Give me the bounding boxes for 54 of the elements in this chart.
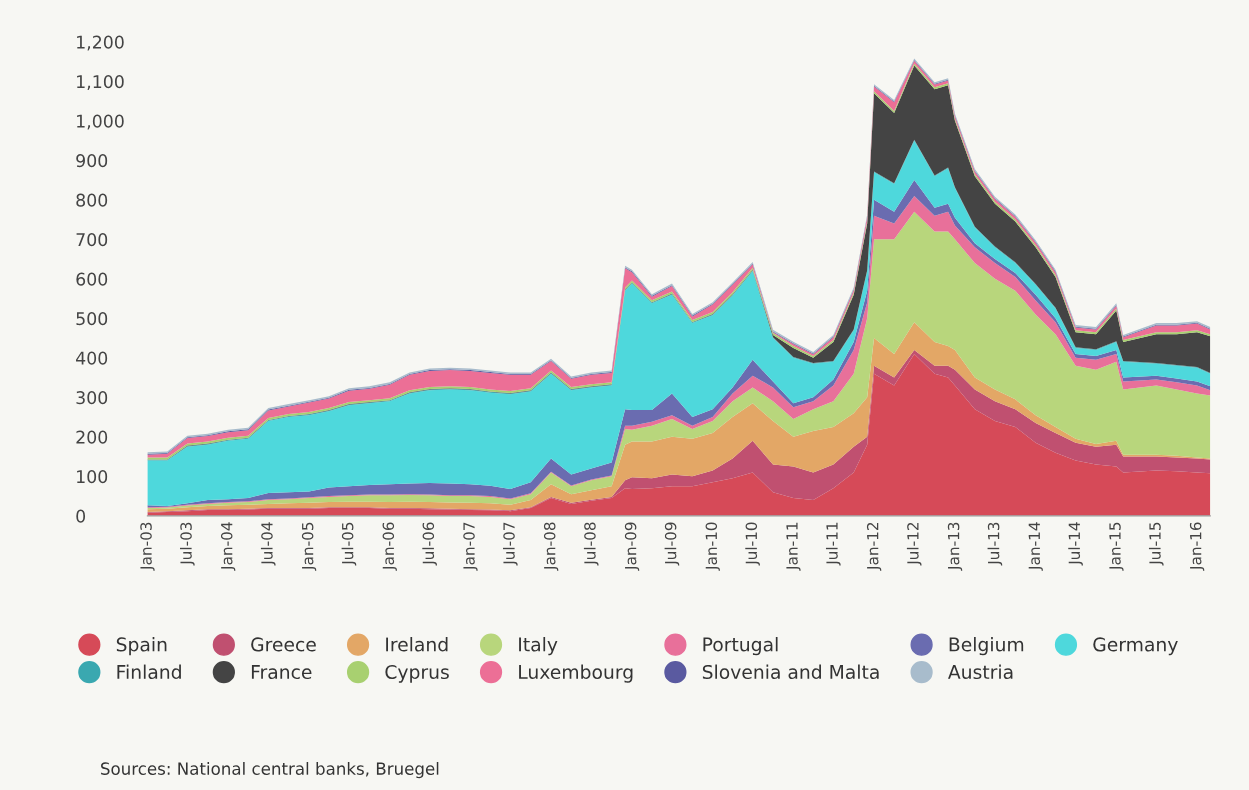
x-tick-label: Jan-16 — [1189, 522, 1205, 571]
x-tick-label: Jul-11 — [825, 522, 841, 566]
legend-label: France — [251, 665, 312, 680]
x-tick-label: Jul-14 — [1068, 522, 1083, 566]
x-tick-label: Jul-12 — [906, 522, 922, 566]
y-tick-label: 400 — [76, 351, 108, 365]
y-tick-label: 300 — [76, 391, 108, 405]
y-tick-label: 200 — [76, 430, 108, 444]
x-tick-label: Jul-13 — [987, 522, 1003, 566]
x-tick-label: Jul-03 — [180, 522, 195, 566]
x-tick-label: Jan-04 — [220, 522, 236, 571]
x-tick-label: Jan-08 — [543, 522, 559, 571]
y-tick-label: 900 — [76, 154, 108, 168]
y-tick-label: 700 — [76, 233, 108, 247]
legend-label: Ireland — [386, 637, 448, 652]
x-tick-label: Jan-06 — [382, 522, 397, 571]
x-tick-label: Jul-10 — [745, 522, 760, 566]
legend-label: Belgium — [949, 637, 1024, 656]
legend-label: Cyprus — [385, 664, 449, 683]
x-tick-label: Jul-06 — [422, 522, 437, 566]
x-tick-label: Jul-08 — [583, 522, 599, 566]
x-tick-label: Jan-03 — [140, 522, 155, 571]
x-tick-label: Jul-05 — [341, 522, 357, 566]
x-tick-label: Jan-11 — [786, 522, 801, 571]
legend-label: Finland — [117, 664, 181, 680]
legend-label: Luxembourg — [519, 664, 633, 683]
legend-label: Italy — [519, 637, 558, 656]
x-tick-label: Jan-13 — [947, 522, 963, 571]
y-tick-label: 800 — [76, 193, 108, 207]
y-tick-label: 600 — [76, 272, 108, 286]
x-tick-label: Jul-07 — [502, 522, 518, 566]
source-note: Sources: National central banks, Bruegel — [101, 762, 439, 779]
y-tick-label: 100 — [77, 470, 108, 484]
legend-label: Slovenia and Malta — [702, 664, 879, 680]
y-tick-label: 1,000 — [77, 114, 124, 130]
legend-label: Austria — [948, 664, 1013, 680]
x-tick-label: Jan-09 — [624, 522, 640, 571]
x-tick-label: Jan-10 — [705, 522, 720, 571]
legend-label: Portugal — [703, 637, 778, 656]
y-tick-label: 1,200 — [77, 35, 124, 51]
x-tick-label: Jul-09 — [664, 522, 680, 566]
x-tick-label: Jan-14 — [1028, 522, 1043, 571]
legend-label: Greece — [251, 637, 316, 652]
x-tick-label: Jul-04 — [260, 522, 276, 566]
x-tick-label: Jul-15 — [1148, 522, 1164, 566]
y-tick-label: 1,100 — [77, 75, 124, 90]
x-tick-label: Jan-05 — [301, 522, 317, 571]
y-tick-label: 0 — [76, 509, 86, 523]
x-tick-label: Jan-15 — [1109, 522, 1124, 571]
legend-label: Spain — [116, 637, 167, 656]
y-tick-label: 500 — [76, 312, 108, 326]
x-tick-label: Jan-07 — [463, 522, 478, 571]
legend-label: Germany — [1093, 637, 1178, 656]
x-tick-label: Jan-12 — [866, 522, 882, 571]
